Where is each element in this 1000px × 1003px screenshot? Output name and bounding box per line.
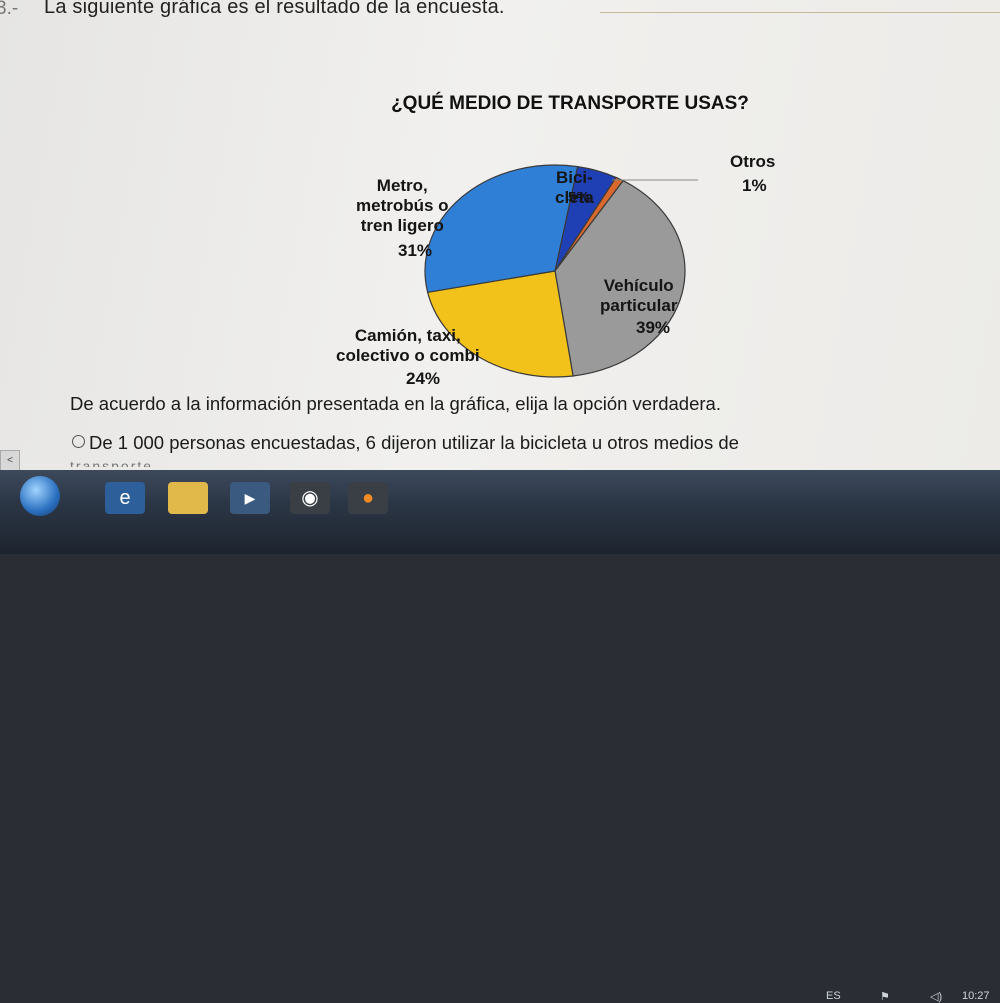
taskbar: e ▶ ◉ ● ES ⚑ ◁) 10:27 <box>0 470 1000 1003</box>
clock[interactable]: 10:27 <box>962 990 990 1002</box>
slice-metro <box>424 164 579 293</box>
pct-camion: 24% <box>406 369 441 388</box>
option-a-text: De 1 000 personas encuestadas, 6 dijeron… <box>89 432 739 453</box>
label-otros: Otros <box>730 152 776 171</box>
internet-explorer-icon[interactable]: e <box>105 482 145 514</box>
screen: 3.- La siguiente gráfica es el resultado… <box>0 0 1000 510</box>
pct-bicicleta: 5% <box>568 189 590 206</box>
language-indicator[interactable]: ES <box>826 990 841 1002</box>
firefox-icon[interactable]: ● <box>348 482 388 514</box>
radio-button[interactable] <box>72 435 85 448</box>
chart-title: ¿QUÉ MEDIO DE TRANSPORTE USAS? <box>391 93 749 114</box>
folder-icon[interactable] <box>168 482 208 514</box>
label-bicicleta: Bici- cleta <box>555 168 594 207</box>
header-rule <box>600 12 1000 13</box>
slice-camion <box>426 270 574 378</box>
option-a-cut-text: transporte <box>70 458 154 467</box>
volume-icon[interactable]: ◁) <box>930 991 943 1003</box>
pct-otros: 1% <box>742 176 767 195</box>
pct-metro: 31% <box>398 241 433 260</box>
label-vehiculo: Vehículo particular <box>600 276 678 315</box>
pie-chart <box>424 164 698 378</box>
question-number: 3.- <box>0 0 19 19</box>
label-camion: Camión, taxi, colectivo o combi <box>336 326 480 365</box>
instruction-text: De acuerdo a la información presentada e… <box>70 393 721 414</box>
start-button[interactable] <box>20 476 60 516</box>
label-metro: Metro, metrobús o tren ligero <box>356 176 449 235</box>
question-text: La siguiente gráfica es el resultado de … <box>44 0 505 18</box>
chrome-icon[interactable]: ◉ <box>290 482 330 514</box>
scroll-left-button[interactable]: < <box>0 450 20 474</box>
slice-vehiculo <box>554 179 686 377</box>
option-a[interactable]: De 1 000 personas encuestadas, 6 dijeron… <box>72 432 739 454</box>
pct-vehiculo: 39% <box>636 318 671 337</box>
flag-icon[interactable]: ⚑ <box>880 991 890 1003</box>
media-player-icon[interactable]: ▶ <box>230 482 270 514</box>
